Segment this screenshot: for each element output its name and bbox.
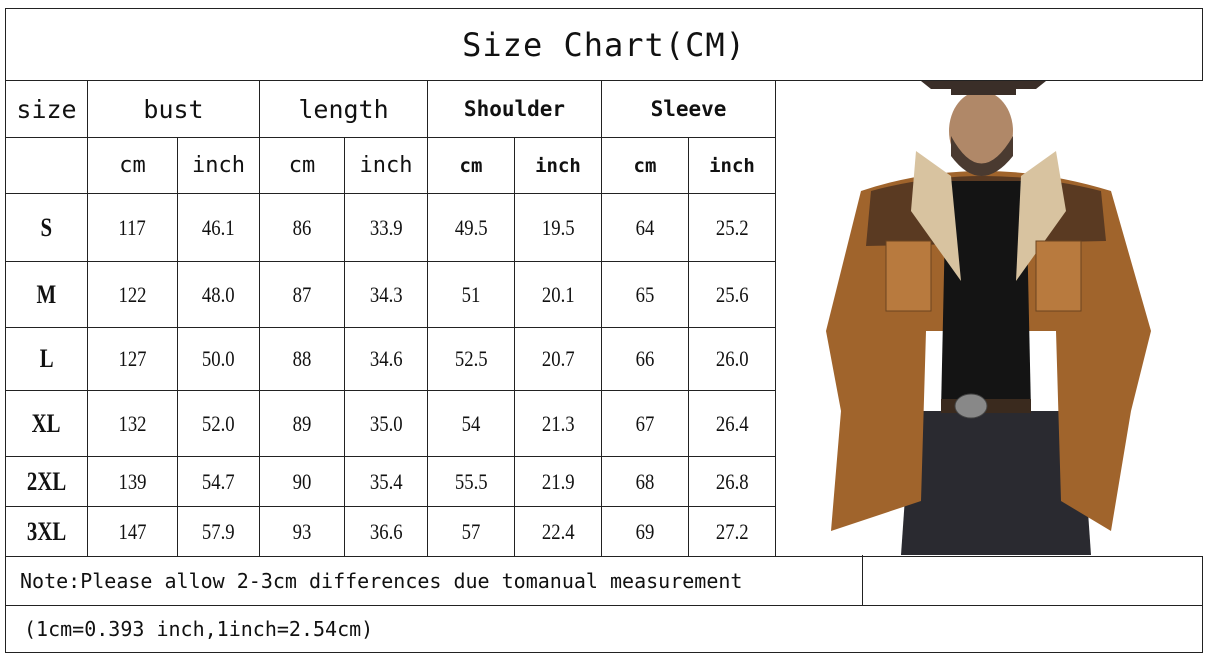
sleeve-inch: 27.2 <box>715 518 749 544</box>
sleeve-cm: 64 <box>635 214 655 240</box>
size-table: Size Chart(CM) size bust length Shoulder… <box>5 8 1203 653</box>
sleeve-inch: 25.6 <box>715 281 749 307</box>
size-label: 2XL <box>26 466 67 496</box>
sleeve-cm: 67 <box>635 410 655 436</box>
bust-cm: 122 <box>118 281 147 307</box>
header-bust: bust <box>87 80 260 138</box>
header-size: size <box>5 80 88 138</box>
unit-length-cm: cm <box>259 137 345 194</box>
jeans <box>901 411 1091 555</box>
sleeve-inch: 26.4 <box>715 410 749 436</box>
bust-cm: 147 <box>118 518 147 544</box>
pocket-right <box>1035 240 1082 312</box>
collar-right <box>1016 151 1066 281</box>
table-row: 2XL 139 54.7 90 35.4 55.5 21.9 68 26.8 <box>5 456 1203 507</box>
bust-cm: 132 <box>118 410 147 436</box>
sleeve-cm: 68 <box>635 468 655 494</box>
sleeve-cm: 69 <box>635 518 655 544</box>
unit-sleeve-cm: cm <box>601 137 689 194</box>
unit-blank <box>5 137 88 194</box>
bust-inch: 52.0 <box>202 410 235 436</box>
unit-shoulder-inch: inch <box>514 137 602 194</box>
sleeve-cm: 65 <box>635 281 655 307</box>
sleeve-inch: 26.8 <box>715 468 749 494</box>
sleeve-inch: 25.2 <box>715 214 749 240</box>
measurement-note: Note:Please allow 2-3cm differences due … <box>5 556 863 606</box>
size-label: XL <box>32 408 61 438</box>
shoulder-cm: 55.5 <box>454 468 488 494</box>
length-inch: 36.6 <box>369 518 403 544</box>
shirt <box>941 181 1031 411</box>
shoulder-cm: 51 <box>461 281 481 307</box>
shoulder-inch: 20.7 <box>541 346 575 371</box>
shoulder-inch: 21.3 <box>541 410 575 436</box>
chart-title: Size Chart(CM) <box>5 8 1203 81</box>
header-shoulder: Shoulder <box>427 80 602 138</box>
length-inch: 33.9 <box>369 214 403 240</box>
belt-buckle <box>954 393 988 419</box>
product-photo-cell <box>775 80 1186 557</box>
bust-cm: 139 <box>118 468 147 494</box>
shoulder-inch: 20.1 <box>541 281 575 307</box>
bust-inch: 57.9 <box>202 518 235 544</box>
size-label: L <box>39 344 54 373</box>
table-row: L 127 50.0 88 34.6 52.5 20.7 66 26.0 <box>5 327 1203 391</box>
bust-inch: 46.1 <box>202 214 235 240</box>
length-inch: 35.4 <box>369 468 403 494</box>
jacket-model-image <box>791 81 1186 555</box>
shoulder-cm: 57 <box>461 518 481 544</box>
conversion-formula: (1cm=0.393 inch,1inch=2.54cm) <box>5 605 1203 653</box>
size-label: S <box>40 212 53 242</box>
header-length: length <box>259 80 428 138</box>
length-inch: 34.3 <box>369 281 403 307</box>
bust-inch: 50.0 <box>202 346 235 371</box>
unit-length-inch: inch <box>344 137 428 194</box>
shoulder-inch: 21.9 <box>541 468 575 494</box>
shoulder-cm: 52.5 <box>454 346 488 371</box>
bust-cm: 127 <box>118 346 147 371</box>
length-cm: 88 <box>292 346 312 371</box>
length-cm: 89 <box>292 410 312 436</box>
length-cm: 86 <box>292 214 312 240</box>
size-label: M <box>36 279 57 309</box>
head <box>949 91 1013 171</box>
unit-shoulder-cm: cm <box>427 137 515 194</box>
bust-cm: 117 <box>118 214 147 240</box>
pocket-left <box>885 240 932 312</box>
length-cm: 90 <box>292 468 312 494</box>
shoulder-inch: 22.4 <box>541 518 575 544</box>
bust-inch: 54.7 <box>202 468 235 494</box>
shoulder-cm: 54 <box>461 410 481 436</box>
length-cm: 87 <box>292 281 312 307</box>
sleeve-inch: 26.0 <box>715 346 749 371</box>
beard <box>951 136 1013 176</box>
shoulder-inch: 19.5 <box>541 214 575 240</box>
header-sleeve: Sleeve <box>601 80 776 138</box>
note-empty-cell <box>862 556 1203 606</box>
size-label: 3XL <box>26 516 67 546</box>
size-chart: Size Chart(CM) size bust length Shoulder… <box>5 8 1203 653</box>
table-row: S 117 46.1 86 33.9 49.5 19.5 64 25.2 <box>5 193 1203 262</box>
unit-bust-inch: inch <box>177 137 260 194</box>
shoulder-cm: 49.5 <box>454 214 488 240</box>
table-row: XL 132 52.0 89 35.0 54 21.3 67 26.4 <box>5 390 1203 457</box>
unit-sleeve-inch: inch <box>688 137 776 194</box>
sleeve-cm: 66 <box>635 346 655 371</box>
unit-bust-cm: cm <box>87 137 178 194</box>
bust-inch: 48.0 <box>202 281 235 307</box>
length-cm: 93 <box>292 518 312 544</box>
collar-left <box>911 151 961 281</box>
length-inch: 35.0 <box>369 410 403 436</box>
product-photo <box>791 81 1186 555</box>
length-inch: 34.6 <box>369 346 403 371</box>
